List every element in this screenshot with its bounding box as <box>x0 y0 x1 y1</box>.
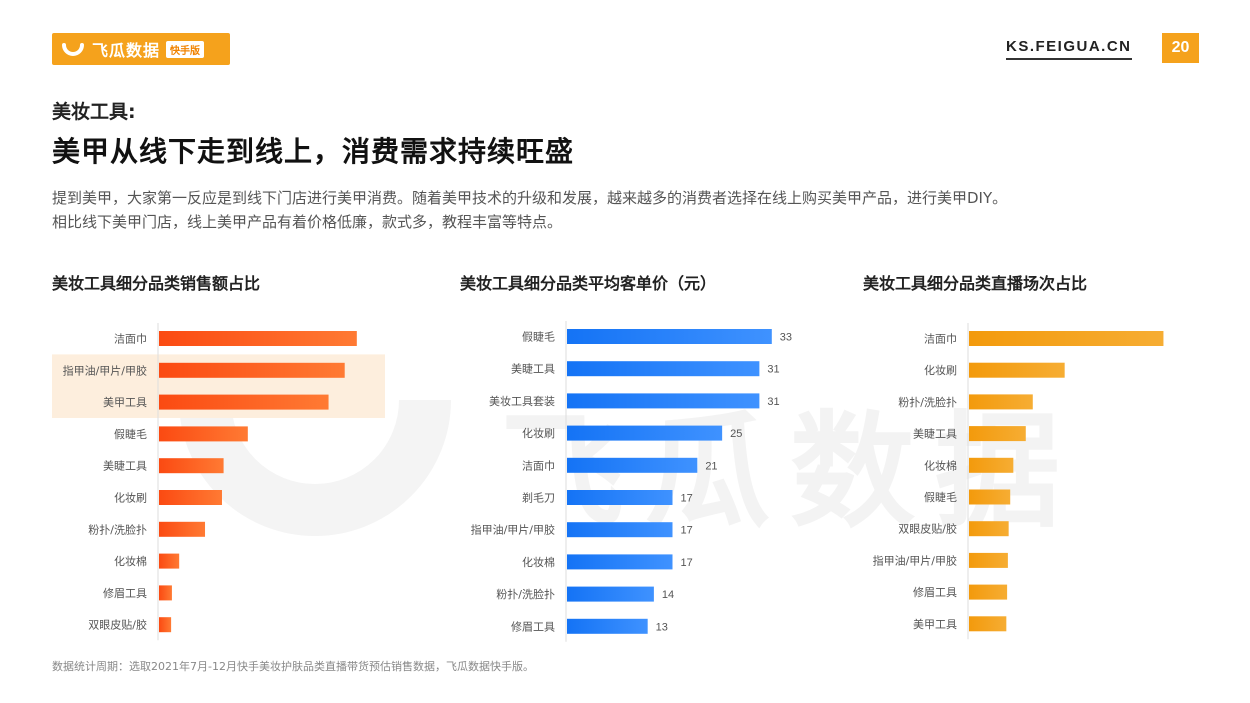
category-label: 修眉工具 <box>913 585 957 599</box>
category-label: 粉扑/洗脸扑 <box>496 587 555 601</box>
category-label: 美睫工具 <box>913 428 957 441</box>
bar <box>159 426 248 442</box>
category-label: 洁面巾 <box>522 458 555 472</box>
bar <box>159 521 206 537</box>
chart-live-share: 洁面巾化妆刷粉扑/洗脸扑美睫工具化妆棉假睫毛双眼皮贴/胶指甲油/甲片/甲胶修眉工… <box>863 310 1203 640</box>
bar <box>969 489 1011 505</box>
bar <box>567 457 698 473</box>
bar <box>567 425 723 441</box>
bar <box>969 521 1009 537</box>
bar <box>969 552 1008 568</box>
bar <box>567 490 673 505</box>
bar <box>969 616 1007 632</box>
bar <box>159 362 345 378</box>
chart-sales-share: 洁面巾指甲油/甲片/甲胶美甲工具假睫毛美睫工具化妆刷粉扑/洗脸扑化妆棉修眉工具双… <box>52 310 392 641</box>
category-label: 美甲工具 <box>103 396 147 409</box>
category-label: 美妆工具套装 <box>489 395 555 408</box>
bar <box>567 361 760 377</box>
bar <box>567 522 673 538</box>
bar <box>969 362 1065 378</box>
category-label: 修眉工具 <box>511 619 555 633</box>
bar <box>567 393 760 409</box>
value-label: 25 <box>730 428 742 440</box>
category-label: 假睫毛 <box>522 330 555 344</box>
bar <box>159 617 172 633</box>
footnote: 数据统计周期：选取2021年7月-12月快手美妆护肤品类直播带货预估销售数据，飞… <box>52 660 534 673</box>
category-label: 假睫毛 <box>924 490 957 504</box>
bar <box>159 585 172 601</box>
intro-paragraph: 提到美甲，大家第一反应是到线下门店进行美甲消费。随着美甲技术的升级和发展，越来越… <box>52 186 1202 234</box>
chart-title-avg-price: 美妆工具细分品类平均客单价（元） <box>460 274 717 293</box>
category-label: 美睫工具 <box>103 460 147 473</box>
intro-line: 相比线下美甲门店，线上美甲产品有着价格低廉，款式多，教程丰富等特点。 <box>52 213 563 231</box>
category-label: 双眼皮贴/胶 <box>898 522 957 536</box>
intro-line: 提到美甲，大家第一反应是到线下门店进行美甲消费。随着美甲技术的升级和发展，越来越… <box>52 189 1008 207</box>
bar <box>567 586 654 602</box>
chart-title-live-share: 美妆工具细分品类直播场次占比 <box>863 274 1088 293</box>
value-label: 13 <box>656 621 668 633</box>
category-label: 化妆棉 <box>114 554 147 568</box>
category-label: 洁面巾 <box>924 332 957 346</box>
category-label: 洁面巾 <box>114 332 147 346</box>
value-label: 33 <box>780 332 792 344</box>
logo-badge: 快手版 <box>166 40 205 58</box>
logo-swirl-icon <box>62 42 86 56</box>
category-label: 剃毛刀 <box>522 492 555 505</box>
category-label: 美睫工具 <box>511 363 555 376</box>
bar <box>567 554 673 570</box>
bar <box>969 457 1014 473</box>
value-label: 17 <box>681 557 693 569</box>
brand-logo[interactable]: 飞瓜数据 快手版 <box>52 33 230 65</box>
chart-avg-price: 假睫毛 33 美睫工具 31 美妆工具套装 31 化妆刷 25 洁面巾 21 剃毛刀 17 指甲油/甲片… <box>460 310 800 642</box>
bar <box>159 394 329 410</box>
category-label: 粉扑/洗脸扑 <box>898 395 957 409</box>
value-label: 17 <box>681 525 693 537</box>
page-number: 20 <box>1162 33 1199 63</box>
section-label: 美妆工具: <box>52 101 136 123</box>
category-label: 指甲油/甲片/甲胶 <box>873 553 957 567</box>
chart-avg-price-svg: 假睫毛 33 美睫工具 31 美妆工具套装 31 化妆刷 25 洁面巾 21 剃毛刀 17 指甲油/甲片… <box>471 321 792 642</box>
bar <box>159 458 224 474</box>
category-label: 化妆刷 <box>924 363 957 377</box>
bar <box>567 329 772 344</box>
chart-title-sales-share: 美妆工具细分品类销售额占比 <box>52 274 261 293</box>
value-label: 14 <box>662 589 674 601</box>
category-label: 美甲工具 <box>913 618 957 631</box>
bar <box>567 618 648 634</box>
bar <box>969 394 1033 410</box>
logo-text: 飞瓜数据 <box>92 41 161 60</box>
value-label: 31 <box>767 364 779 376</box>
category-label: 修眉工具 <box>103 586 147 600</box>
value-label: 17 <box>681 493 693 505</box>
bar <box>159 553 180 569</box>
bar <box>159 331 357 346</box>
bar <box>969 426 1026 442</box>
chart-sales-share-svg: 洁面巾指甲油/甲片/甲胶美甲工具假睫毛美睫工具化妆刷粉扑/洗脸扑化妆棉修眉工具双… <box>52 323 385 641</box>
category-label: 指甲油/甲片/甲胶 <box>63 363 147 377</box>
category-label: 化妆棉 <box>924 458 957 472</box>
page-title: 美甲从线下走到线上，消费需求持续旺盛 <box>52 135 575 168</box>
value-label: 21 <box>705 460 717 472</box>
chart-live-share-svg: 洁面巾化妆刷粉扑/洗脸扑美睫工具化妆棉假睫毛双眼皮贴/胶指甲油/甲片/甲胶修眉工… <box>873 323 1164 640</box>
category-label: 假睫毛 <box>114 427 147 441</box>
category-label: 化妆刷 <box>522 426 555 440</box>
category-label: 粉扑/洗脸扑 <box>88 522 147 536</box>
bar <box>969 331 1164 346</box>
category-label: 化妆刷 <box>114 491 147 505</box>
site-url-link[interactable]: KS.FEIGUA.CN <box>1006 38 1132 60</box>
category-label: 双眼皮贴/胶 <box>88 618 147 632</box>
value-label: 31 <box>767 396 779 408</box>
bar <box>969 584 1008 600</box>
category-label: 指甲油/甲片/甲胶 <box>471 523 555 537</box>
category-label: 化妆棉 <box>522 555 555 569</box>
bar <box>159 490 222 505</box>
